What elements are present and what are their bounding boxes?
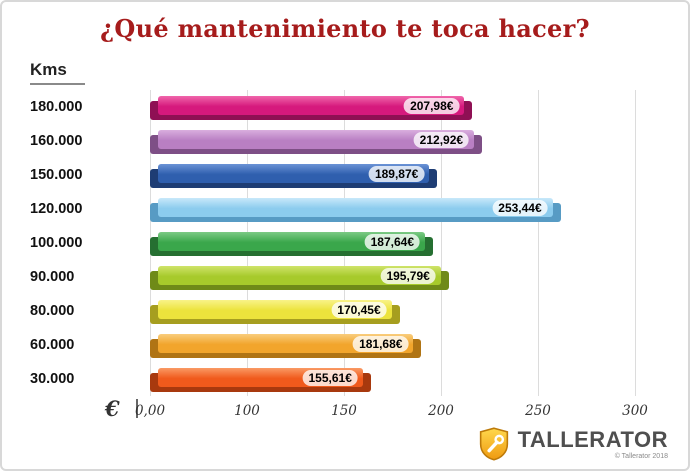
y-tick-label: 120.000 bbox=[30, 201, 83, 217]
gridline bbox=[635, 90, 636, 396]
value-label: 195,79€ bbox=[380, 268, 436, 284]
y-tick-label: 100.000 bbox=[30, 235, 83, 251]
tallerator-shield-icon bbox=[479, 427, 509, 461]
y-tick-label: 150.000 bbox=[30, 167, 83, 183]
x-tick-label: 200 bbox=[428, 403, 454, 419]
value-label: 253,44€ bbox=[492, 200, 548, 216]
bar bbox=[158, 334, 414, 353]
chart-title: ¿Qué mantenimiento te toca hacer? bbox=[100, 14, 590, 43]
bar-row: 100.000 187,64€ bbox=[2, 226, 688, 260]
bar-row: 160.000 212,92€ bbox=[2, 124, 688, 158]
y-tick-label: 180.000 bbox=[30, 99, 83, 115]
bar-row: 30.000 155,61€ bbox=[2, 362, 688, 396]
gridline bbox=[538, 90, 539, 396]
y-tick-label: 60.000 bbox=[30, 337, 75, 353]
bar-row: 90.000 195,79€ bbox=[2, 260, 688, 294]
x-tick-label: 100 bbox=[234, 403, 260, 419]
gridline bbox=[441, 90, 442, 396]
bar-row: 150.000 189,87€ bbox=[2, 158, 688, 192]
value-label: 207,98€ bbox=[404, 98, 460, 114]
x-tick-label: 150 bbox=[331, 403, 357, 419]
value-label: 155,61€ bbox=[302, 370, 358, 386]
plot-area: 180.000 207,98€ 160.000 212,92€ 150.000 189,8… bbox=[2, 90, 688, 396]
euro-symbol: € bbox=[105, 396, 120, 421]
bar bbox=[158, 232, 426, 251]
x-tick-label: 250 bbox=[525, 403, 551, 419]
x-tick-label: 300 bbox=[622, 403, 648, 419]
y-axis-title: Kms bbox=[30, 60, 85, 85]
y-tick-label: 30.000 bbox=[30, 371, 75, 387]
bar-row: 80.000 170,45€ bbox=[2, 294, 688, 328]
y-tick-label: 90.000 bbox=[30, 269, 75, 285]
brand-name: TALLERATOR bbox=[517, 426, 668, 452]
bar-row: 60.000 181,68€ bbox=[2, 328, 688, 362]
y-tick-label: 80.000 bbox=[30, 303, 75, 319]
bar bbox=[158, 164, 430, 183]
bar bbox=[158, 130, 475, 149]
axis-divider bbox=[136, 399, 138, 418]
bar-row: 120.000 253,44€ bbox=[2, 192, 688, 226]
y-tick-label: 160.000 bbox=[30, 133, 83, 149]
brand-logo: TALLERATOR © Tallerator 2018 bbox=[479, 427, 668, 461]
value-label: 181,68€ bbox=[353, 336, 409, 352]
bar bbox=[158, 266, 441, 285]
x-tick-label: 0,00 bbox=[134, 403, 166, 419]
copyright-text: © Tallerator 2018 bbox=[614, 452, 668, 460]
bar bbox=[158, 96, 465, 115]
value-label: 212,92€ bbox=[413, 132, 470, 148]
bar bbox=[158, 198, 553, 217]
x-axis: € 0,00 100 150 200 250 300 bbox=[2, 396, 688, 426]
wrench-icon bbox=[487, 434, 504, 453]
value-label: 170,45€ bbox=[331, 302, 387, 318]
bar-row: 180.000 207,98€ bbox=[2, 90, 688, 124]
value-label: 189,87€ bbox=[368, 166, 425, 182]
value-label: 187,64€ bbox=[364, 234, 421, 250]
